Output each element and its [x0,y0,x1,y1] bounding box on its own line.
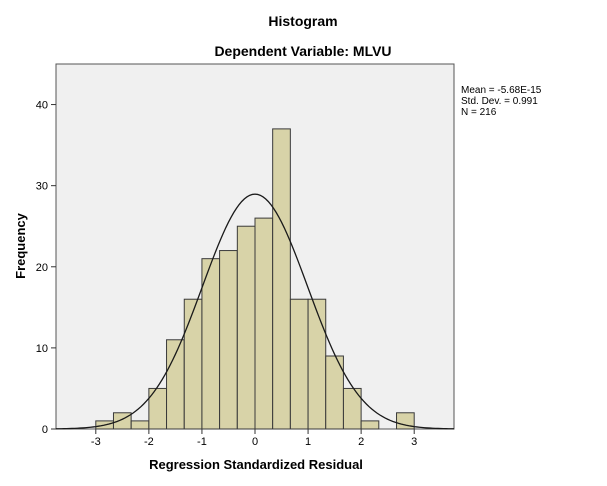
x-tick-label: 0 [252,436,258,448]
stat-std-dev: Std. Dev. = 0.991 [461,96,538,107]
stat-mean: Mean = -5.68E-15 [461,85,542,96]
y-tick-label: 30 [36,181,48,193]
y-tick-label: 40 [36,100,48,112]
normal-curve-group [55,193,455,430]
chart-subtitle: Dependent Variable: MLVU [214,43,391,59]
x-tick-label: 2 [358,436,364,448]
histogram-bar [112,412,132,430]
x-axis: -3 -2 -1 0 1 2 3 [91,429,417,448]
histogram-bar [201,258,221,430]
x-tick-label: -1 [197,436,207,448]
histogram-bar [254,217,274,430]
y-axis: 0 10 20 30 40 [36,100,56,436]
y-tick-label: 0 [42,424,48,436]
stat-n: N = 216 [461,107,497,118]
histogram-bar [396,412,415,430]
histogram-bar [219,250,238,430]
histogram-bar [307,298,327,430]
y-axis-label: Frequency [13,212,28,279]
histogram-bar [272,128,291,430]
x-tick-label: -3 [91,436,101,448]
histogram-bar [360,420,380,430]
x-tick-label: 3 [411,436,417,448]
bars-group [95,128,415,430]
y-tick-label: 10 [36,343,48,355]
histogram-bar [289,298,309,430]
normal-curve [55,193,455,430]
histogram-bar [236,225,256,430]
y-tick-label: 20 [36,262,48,274]
x-axis-label: Regression Standardized Residual [149,457,363,472]
histogram-bar [183,298,203,430]
x-tick-label: -2 [144,436,154,448]
histogram-bar [130,420,150,430]
chart-title: Histogram [268,13,337,29]
histogram-bar [342,387,362,430]
x-tick-label: 1 [305,436,311,448]
